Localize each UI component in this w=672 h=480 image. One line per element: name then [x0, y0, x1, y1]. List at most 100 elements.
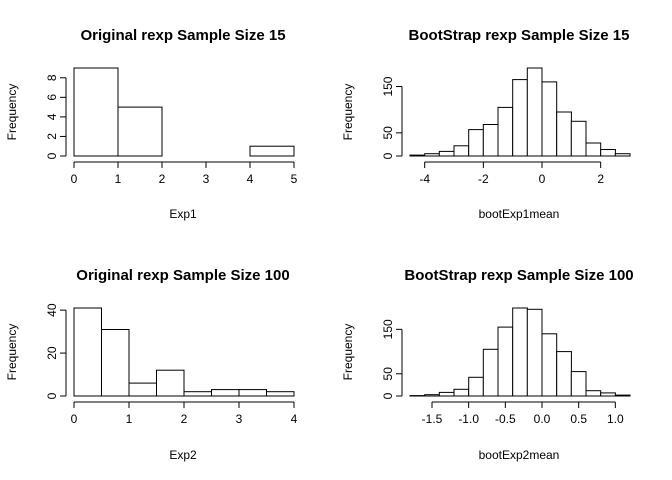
panel-4-bar	[453, 388, 470, 397]
panel-2-bar	[526, 67, 543, 157]
panel-1-xlabel: Exp1	[169, 207, 197, 221]
panel-4-bar	[556, 351, 572, 397]
panel-4-x-tick-label: 1.0	[607, 412, 624, 426]
panel-bootstrap-15: BootStrap rexp Sample Size 15 bootExp1me…	[341, 27, 631, 221]
panel-1-bar	[117, 106, 163, 157]
panel-4-bar	[600, 392, 616, 397]
panel-4-x-tick-label: -1.0	[458, 412, 479, 426]
panel-4-title: BootStrap rexp Sample Size 100	[404, 267, 633, 284]
panel-1-bar	[249, 145, 295, 157]
panel-1-x-tick-label: 5	[291, 172, 298, 186]
panel-3-bar	[128, 382, 157, 397]
panel-2-bar	[614, 153, 631, 157]
panel-4-bars	[409, 307, 631, 397]
panel-4-bar	[526, 308, 543, 397]
panel-1-ylabel: Frequency	[5, 84, 19, 141]
panel-3-x-tick-label: 1	[126, 412, 133, 426]
panel-2-bar	[424, 153, 440, 157]
panel-4-bar	[585, 390, 602, 397]
panel-original-100: Original rexp Sample Size 100 Exp2 Frequ…	[5, 267, 298, 462]
panel-1-x-tick-label: 1	[115, 172, 122, 186]
panel-2-x-tick-label: 2	[597, 172, 604, 186]
panel-3-ylabel: Frequency	[5, 324, 19, 381]
panel-3-y-tick-label: 0	[45, 392, 59, 399]
panel-original-15: Original rexp Sample Size 15 Exp1 Freque…	[5, 27, 298, 221]
panel-2-y-tick-label: 150	[381, 76, 395, 96]
panel-3-bar	[183, 391, 212, 397]
panel-1-y-tick-label: 2	[45, 133, 59, 140]
panel-2-x-tick-label: -4	[419, 172, 430, 186]
panel-2-y-axis: 0 50 150	[381, 76, 403, 159]
panel-4-bar	[541, 333, 558, 397]
panel-2-bar	[497, 106, 514, 157]
panel-2-bars	[409, 67, 631, 157]
panel-4-y-axis: 0 50 150	[381, 319, 403, 399]
panel-3-title: Original rexp Sample Size 100	[76, 267, 289, 284]
panel-2-xlabel: bootExp1mean	[479, 207, 560, 221]
panel-2-bar	[512, 79, 528, 157]
panel-4-bar	[438, 391, 455, 397]
panel-2-bar	[438, 150, 455, 157]
panel-1-bar	[73, 67, 119, 157]
panel-bootstrap-100: BootStrap rexp Sample Size 100 bootExp2m…	[341, 267, 634, 462]
panel-4-x-tick-label: 0.0	[534, 412, 551, 426]
panel-3-x-tick-label: 4	[291, 412, 298, 426]
panel-3-bar	[238, 389, 267, 397]
panel-2-x-tick-label: 0	[539, 172, 546, 186]
panel-1-x-axis: 0 1 2 3 4 5	[71, 161, 298, 186]
panel-4-bar	[497, 326, 514, 397]
panel-2-title: BootStrap rexp Sample Size 15	[409, 27, 630, 44]
panel-4-xlabel: bootExp2mean	[479, 448, 560, 462]
panel-1-x-tick-label: 0	[71, 172, 78, 186]
panel-1-title: Original rexp Sample Size 15	[80, 27, 285, 44]
panel-4-y-tick-label: 50	[381, 367, 395, 381]
panel-1-x-tick-label: 2	[159, 172, 166, 186]
panel-4-x-tick-label: -1.5	[422, 412, 443, 426]
panel-1-x-tick-label: 3	[203, 172, 210, 186]
panel-4-bar	[424, 394, 440, 397]
panel-3-bars	[73, 307, 295, 397]
panel-2-y-tick-label: 0	[381, 152, 395, 159]
panel-4-x-axis: -1.5 -1.0 -0.5 0.0 0.5 1.0	[422, 401, 624, 426]
panel-2-bar	[600, 149, 616, 157]
panel-2-bar	[409, 154, 426, 157]
panel-2-bar	[468, 129, 484, 157]
panel-2-bar	[453, 145, 470, 157]
panel-1-y-tick-label: 0	[45, 152, 59, 159]
panel-1-x-tick-label: 4	[247, 172, 254, 186]
panel-2-y-tick-label: 50	[381, 126, 395, 140]
panel-4-y-tick-label: 150	[381, 319, 395, 339]
panel-1-bars	[73, 67, 295, 157]
panel-4-bar	[468, 376, 484, 397]
panel-3-xlabel: Exp2	[169, 448, 197, 462]
panel-2-bar	[541, 81, 558, 157]
panel-3-x-tick-label: 3	[236, 412, 243, 426]
panel-2-bar	[585, 142, 602, 157]
panel-4-x-tick-label: 0.5	[570, 412, 587, 426]
panel-1-y-tick-label: 8	[45, 74, 59, 81]
panel-3-bar	[156, 369, 185, 397]
panel-4-bar	[614, 394, 631, 397]
panel-3-x-tick-label: 0	[71, 412, 78, 426]
panel-4-bar	[570, 371, 587, 397]
panel-3-bar	[101, 329, 130, 397]
panel-2-x-axis: -4 -2 0 2	[419, 161, 604, 186]
panel-2-bar	[570, 120, 587, 157]
panel-4-ylabel: Frequency	[341, 324, 355, 381]
panel-3-x-axis: 0 1 2 3 4	[71, 401, 298, 426]
panel-3-bar	[73, 307, 102, 397]
panel-3-x-tick-label: 2	[181, 412, 188, 426]
panel-4-y-tick-label: 0	[381, 392, 395, 399]
panel-1-y-tick-label: 6	[45, 94, 59, 101]
panel-1-y-axis: 0 2 4 6 8	[45, 74, 67, 159]
panel-4-x-tick-label: -0.5	[495, 412, 516, 426]
panel-2-x-tick-label: -2	[478, 172, 489, 186]
panel-2-bar	[556, 111, 572, 157]
panel-4-bar	[512, 307, 528, 397]
panel-3-bar	[266, 391, 295, 397]
panel-3-y-tick-label: 40	[45, 303, 59, 317]
panel-3-y-tick-label: 20	[45, 346, 59, 360]
panel-2-bar	[482, 124, 499, 157]
panel-3-bar	[211, 389, 240, 397]
